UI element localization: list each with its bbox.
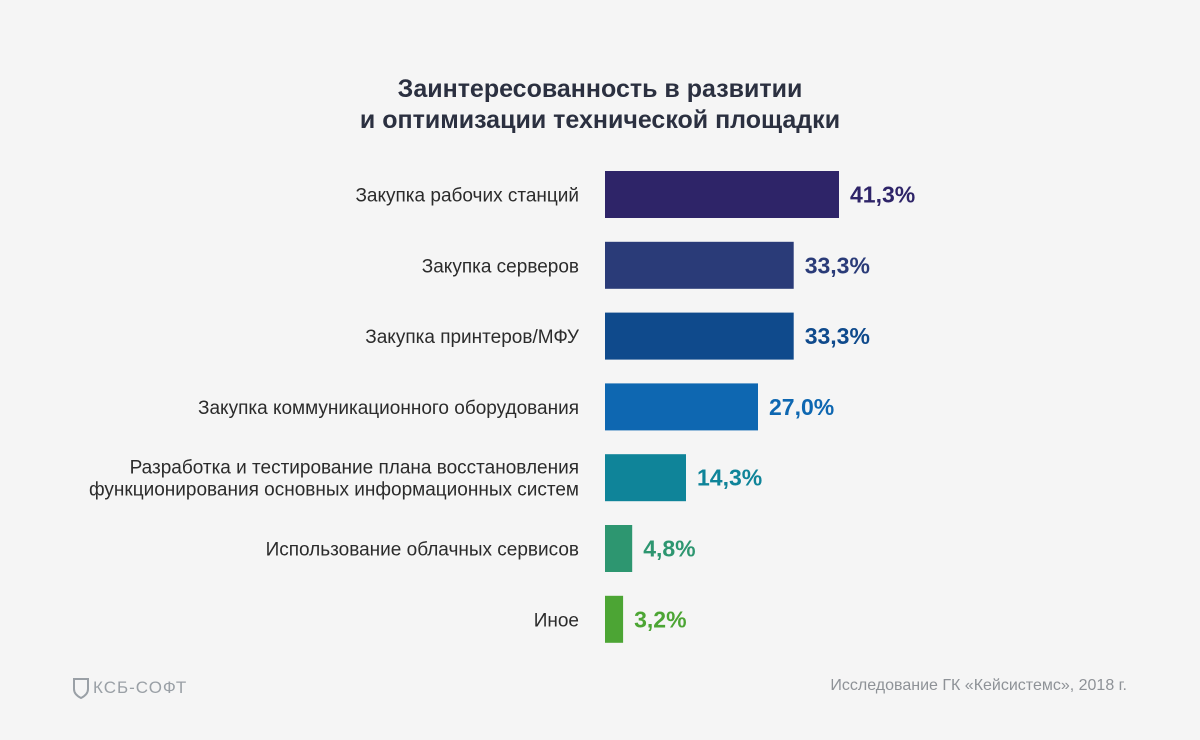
logo-text: КСБ-СОФТ	[93, 678, 188, 697]
value-label-4: 14,3%	[697, 465, 762, 491]
category-label-4-1: функционирования основных информационных…	[89, 480, 579, 501]
value-label-3: 27,0%	[769, 394, 834, 420]
category-label-3: Закупка коммуникационного оборудования	[198, 398, 579, 419]
category-label-4-0: Разработка и тестирование плана восстано…	[130, 458, 579, 479]
chart-title-line-1: Заинтересованность в развитии	[397, 75, 803, 103]
bar-0	[605, 171, 839, 218]
ksb-soft-logo: КСБ-СОФТ	[72, 677, 187, 699]
category-label-6: Иное	[534, 610, 579, 631]
bar-6	[605, 595, 624, 643]
value-label-6: 3,2%	[634, 606, 686, 632]
bar-2	[605, 312, 794, 360]
bar-5	[605, 525, 633, 572]
shield-logo-icon	[73, 678, 89, 699]
value-label-2: 33,3%	[805, 323, 870, 349]
bar-3	[605, 383, 758, 431]
source-note: Исследование ГК «Кейсистемс», 2018 г.	[830, 677, 1127, 694]
bar-4	[605, 454, 686, 502]
chart-title-line-2: и оптимизации технической площадки	[359, 106, 841, 134]
value-label-0: 41,3%	[850, 182, 915, 208]
category-label-2: Закупка принтеров/МФУ	[365, 327, 580, 348]
category-label-1: Закупка серверов	[422, 256, 579, 277]
category-label-0: Закупка рабочих станций	[355, 186, 579, 207]
category-label-5: Использование облачных сервисов	[266, 540, 579, 561]
value-label-5: 4,8%	[643, 536, 695, 562]
bar-1	[605, 241, 794, 289]
value-label-1: 33,3%	[805, 252, 870, 278]
